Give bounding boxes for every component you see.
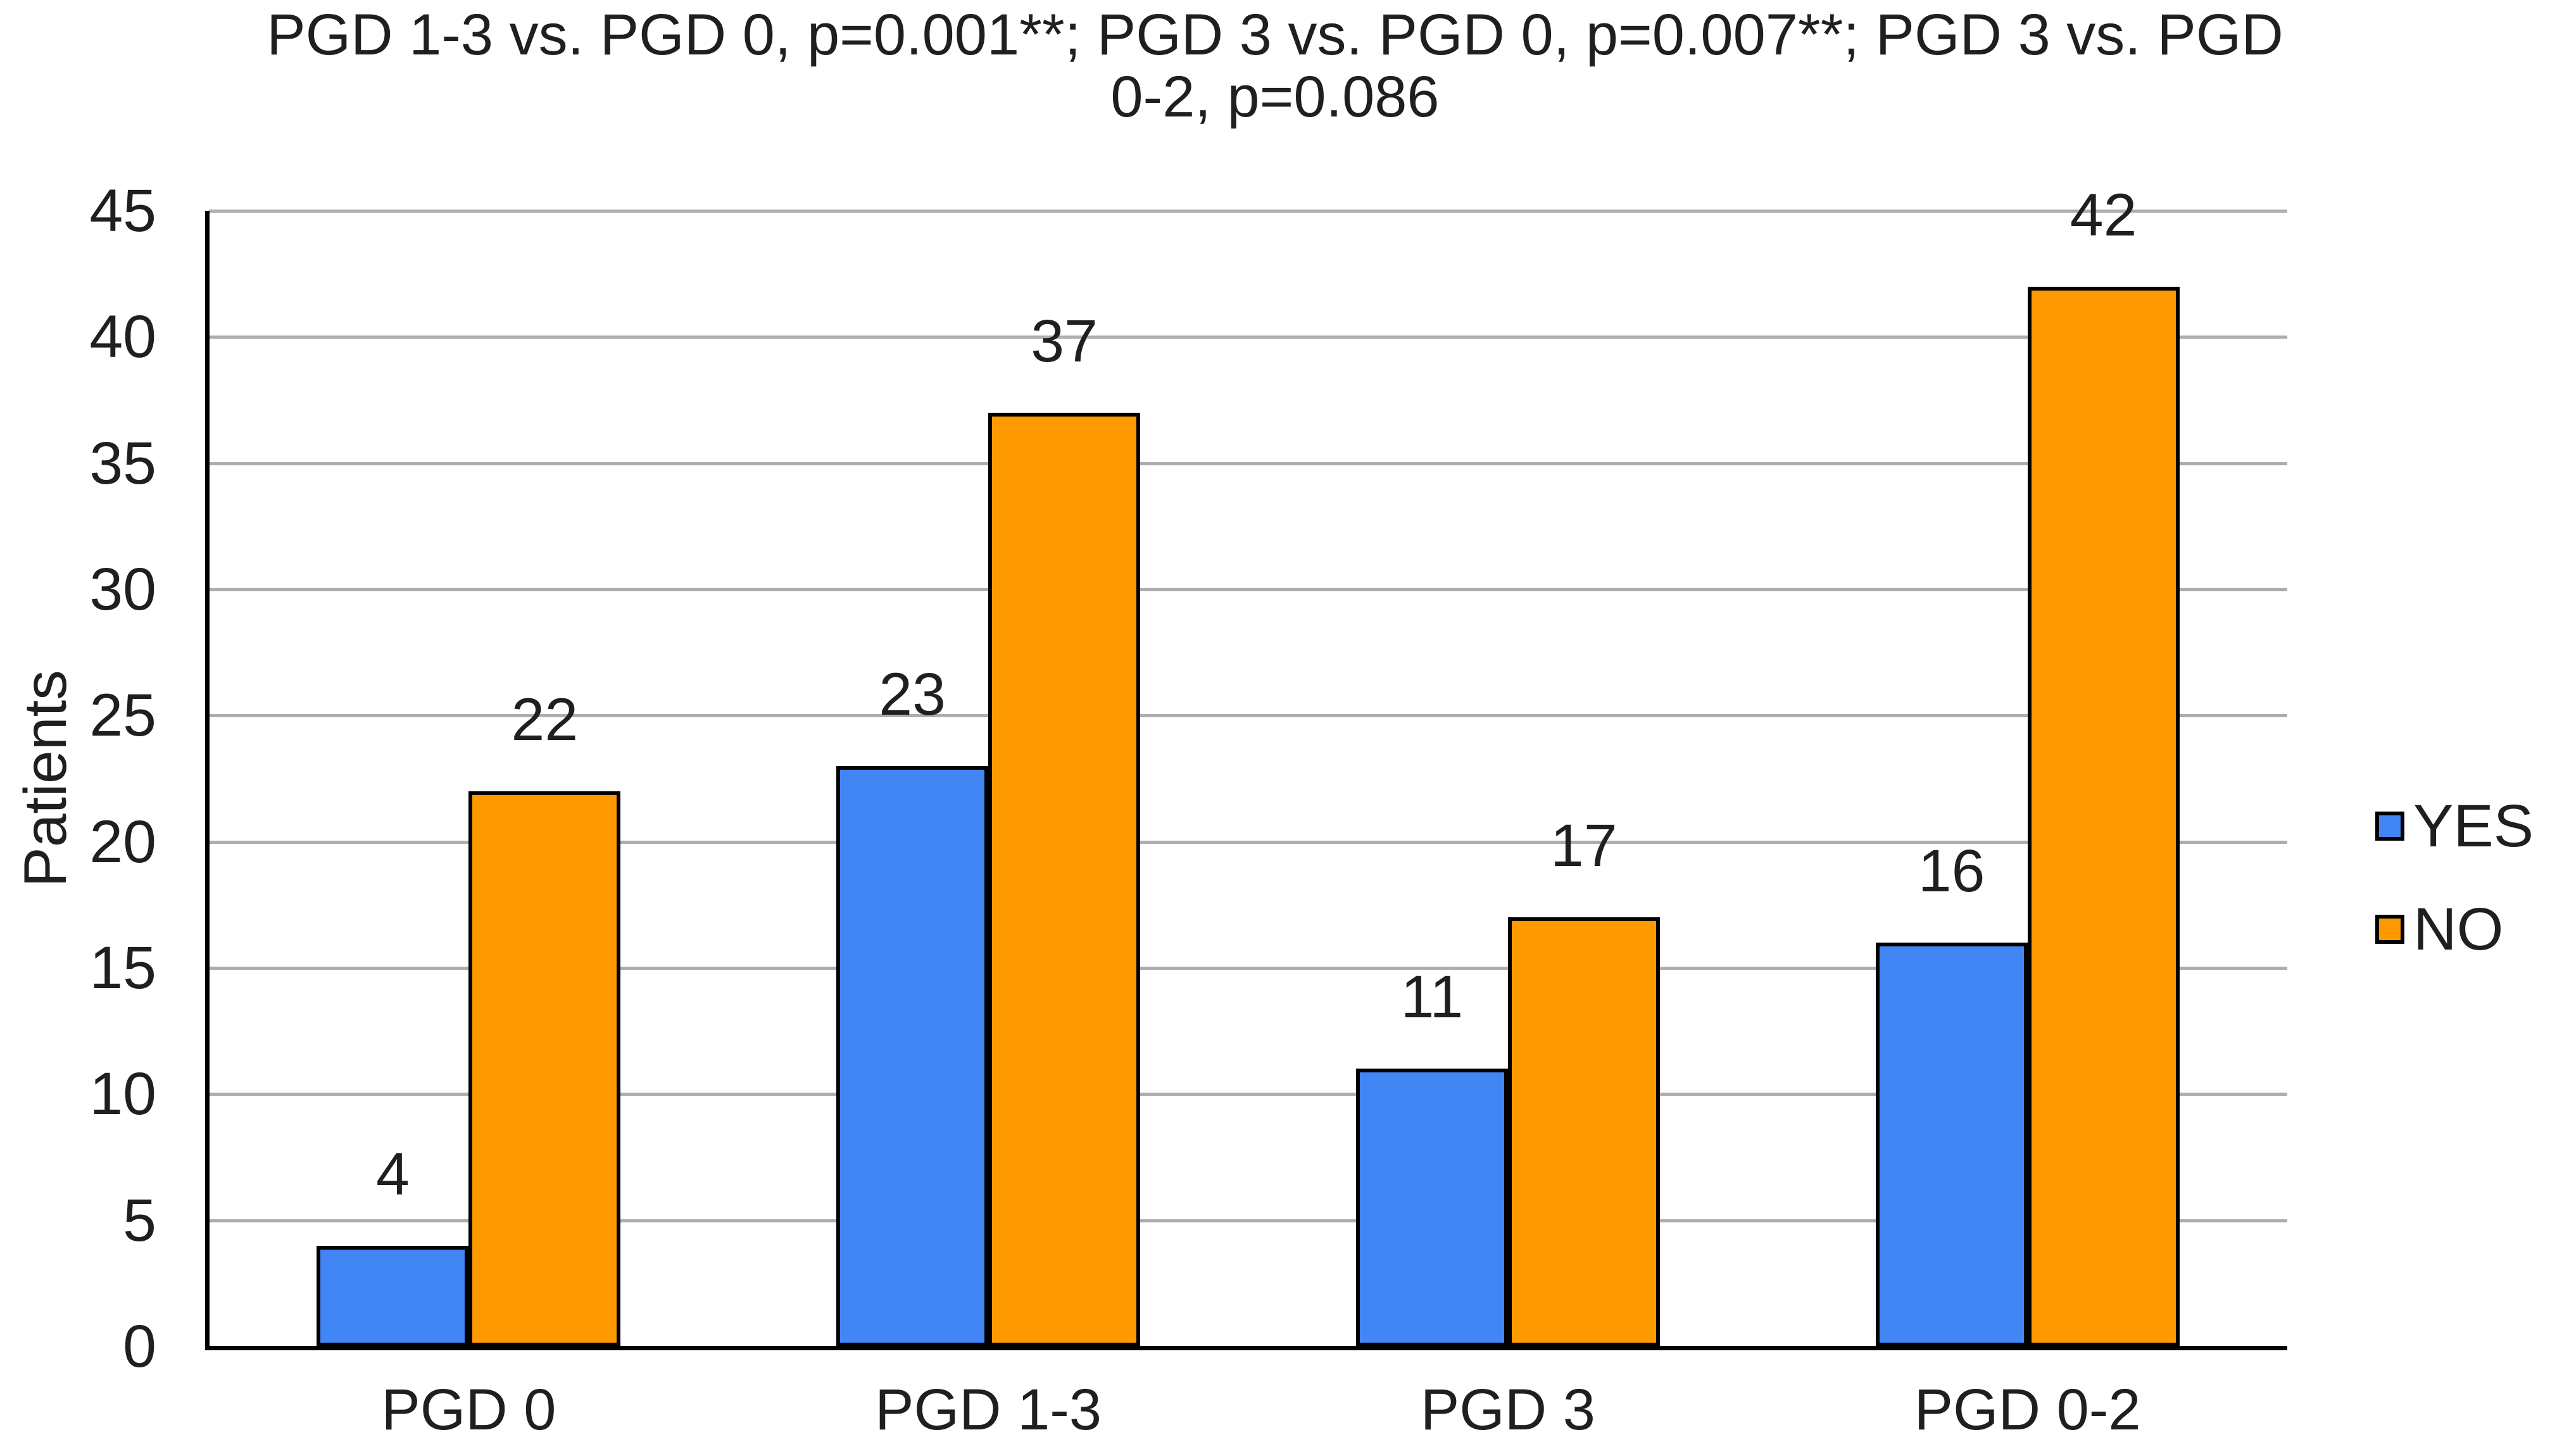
gridline-40 bbox=[209, 336, 2287, 339]
y-tick-label-15: 15 bbox=[89, 934, 156, 1001]
chart-title: PGD 1-3 vs. PGD 0, p=0.001**; PGD 3 vs. … bbox=[0, 4, 2550, 128]
value-label-no-pgd-3: 17 bbox=[1550, 812, 1617, 880]
value-label-no-pgd-0-2: 42 bbox=[2070, 181, 2137, 249]
bar-no-pgd-3 bbox=[1507, 917, 1660, 1346]
legend-swatch-yes bbox=[2375, 812, 2404, 841]
y-tick-label-5: 5 bbox=[123, 1186, 156, 1254]
gridline-30 bbox=[209, 588, 2287, 591]
legend-label-yes: YES bbox=[2413, 793, 2534, 860]
y-tick-label-35: 35 bbox=[89, 429, 156, 497]
value-label-yes-pgd-1-3: 23 bbox=[879, 661, 946, 729]
bar-no-pgd-0 bbox=[468, 791, 621, 1346]
x-tick-label-pgd-1-3: PGD 1-3 bbox=[875, 1378, 1102, 1442]
bar-yes-pgd-0 bbox=[317, 1245, 469, 1346]
bar-yes-pgd-3 bbox=[1355, 1069, 1508, 1346]
y-tick-label-30: 30 bbox=[89, 556, 156, 623]
x-tick-label-pgd-0: PGD 0 bbox=[381, 1378, 556, 1442]
bar-yes-pgd-0-2 bbox=[1875, 943, 2028, 1346]
x-tick-label-pgd-0-2: PGD 0-2 bbox=[1914, 1378, 2141, 1442]
gridline-20 bbox=[209, 840, 2287, 844]
y-tick-label-20: 20 bbox=[89, 808, 156, 875]
bar-no-pgd-1-3 bbox=[988, 412, 1141, 1346]
x-tick-label-pgd-3: PGD 3 bbox=[1420, 1378, 1595, 1442]
chart-title-line-2: 0-2, p=0.086 bbox=[1110, 65, 1440, 129]
gridline-25 bbox=[209, 714, 2287, 718]
value-label-no-pgd-1-3: 37 bbox=[1031, 307, 1098, 375]
value-label-yes-pgd-3: 11 bbox=[1400, 963, 1464, 1031]
gridline-45 bbox=[209, 210, 2287, 213]
y-tick-label-45: 45 bbox=[89, 177, 156, 244]
x-axis-line bbox=[205, 1346, 2287, 1350]
value-label-yes-pgd-0-2: 16 bbox=[1918, 838, 1985, 905]
y-tick-label-10: 10 bbox=[89, 1060, 156, 1128]
gridline-15 bbox=[209, 967, 2287, 970]
y-tick-label-40: 40 bbox=[89, 303, 156, 371]
gridline-10 bbox=[209, 1093, 2287, 1096]
legend-swatch-no bbox=[2375, 915, 2404, 944]
gridline-35 bbox=[209, 461, 2287, 465]
value-label-no-pgd-0: 22 bbox=[511, 686, 579, 753]
chart-title-line-1: PGD 1-3 vs. PGD 0, p=0.001**; PGD 3 vs. … bbox=[267, 3, 2283, 67]
y-tick-label-25: 25 bbox=[89, 682, 156, 750]
y-tick-label-0: 0 bbox=[123, 1313, 156, 1380]
bar-yes-pgd-1-3 bbox=[836, 766, 989, 1346]
legend-label-no: NO bbox=[2413, 896, 2504, 963]
y-axis-line bbox=[205, 211, 210, 1350]
value-label-yes-pgd-0: 4 bbox=[375, 1140, 410, 1208]
bar-no-pgd-0-2 bbox=[2027, 286, 2180, 1346]
gridline-5 bbox=[209, 1219, 2287, 1222]
